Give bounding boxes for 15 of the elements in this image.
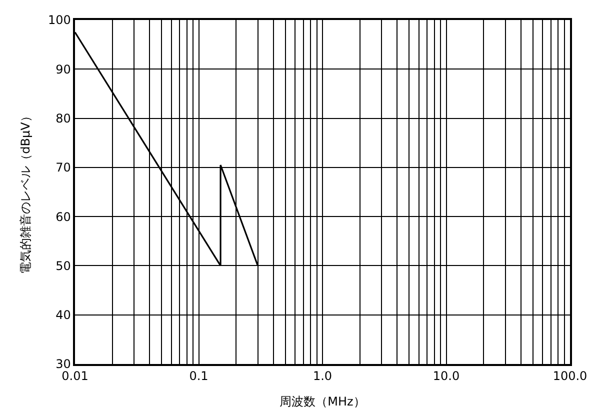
- y-tick-label: 100: [48, 13, 71, 28]
- y-tick-label: 30: [56, 357, 71, 372]
- y-tick-label: 50: [56, 258, 71, 273]
- x-tick-label: 100.0: [552, 369, 588, 384]
- y-tick-label: 90: [56, 62, 71, 76]
- y-tick-label: 80: [56, 111, 71, 126]
- x-tick-label: 0.01: [62, 369, 88, 384]
- y-tick-label: 60: [56, 210, 71, 224]
- x-tick-label: 10.0: [432, 369, 460, 384]
- y-tick-label: 40: [56, 308, 71, 322]
- x-tick-label: 0.1: [189, 369, 208, 384]
- x-axis-title: 周波数（MHz）: [280, 394, 366, 409]
- y-tick-label: 70: [56, 160, 71, 175]
- x-tick-label: 1.0: [312, 369, 332, 384]
- y-axis-title: 電気的雑音のレベル（dBμV）: [18, 110, 33, 274]
